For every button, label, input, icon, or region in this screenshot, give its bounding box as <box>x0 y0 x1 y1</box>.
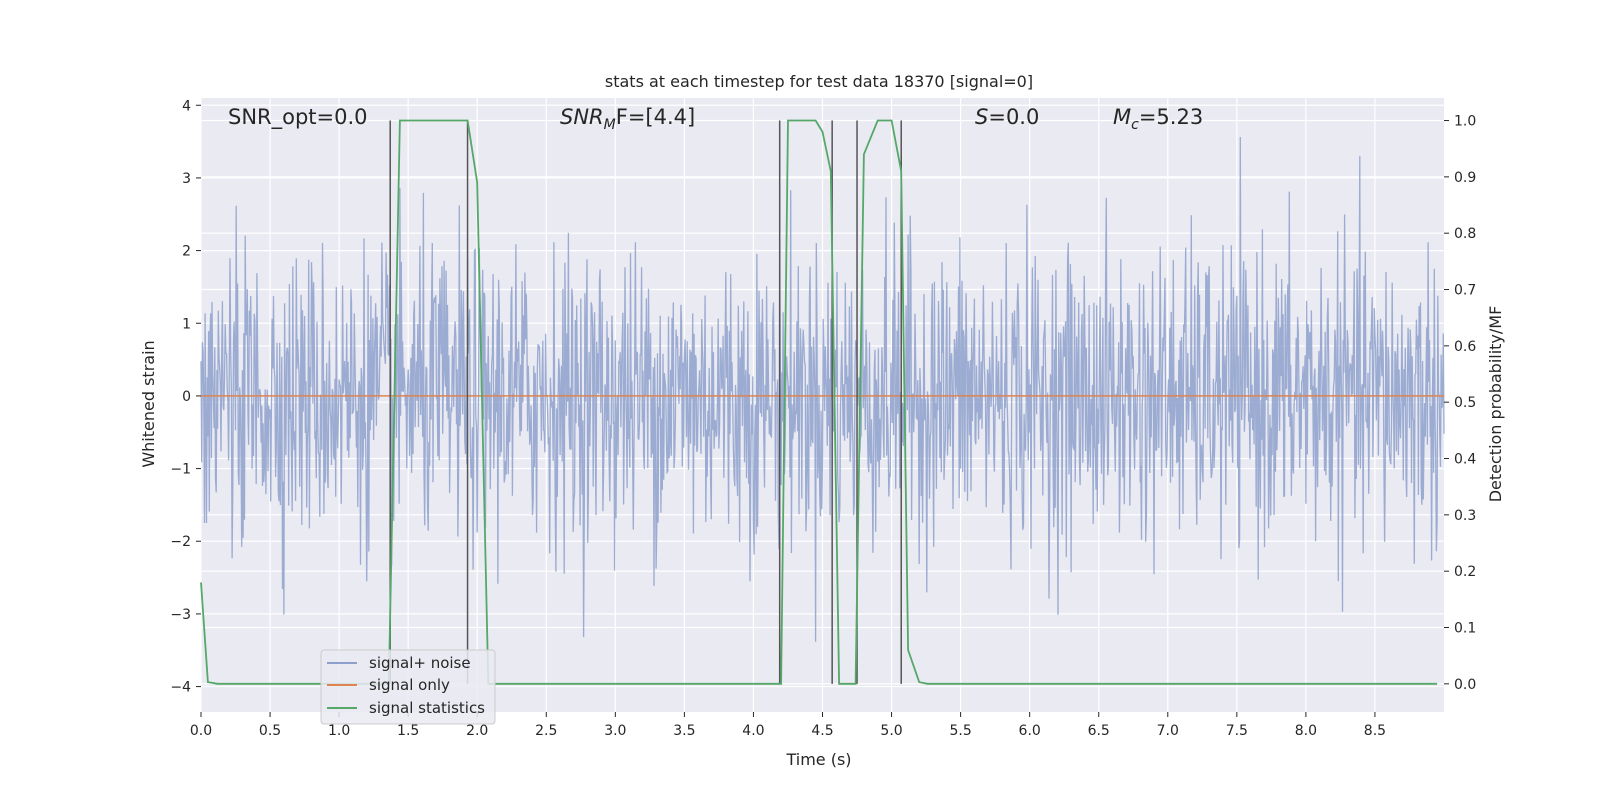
legend-box <box>320 649 496 725</box>
x-tick-label: 6.5 <box>1088 723 1110 739</box>
chart-title: stats at each timestep for test data 183… <box>605 72 1033 91</box>
x-tick-label: 4.0 <box>742 723 764 739</box>
y-left-tick-label: 1 <box>182 316 191 332</box>
y-right-tick-label: 0.8 <box>1454 226 1476 242</box>
annotation-snr-opt: SNR_opt=0.0 <box>228 105 368 130</box>
x-axis-ticks: 0.0 0.5 1.0 1.5 2.0 2.5 3.0 3.5 4.0 4.5 5.0 5.5 6.0 6… <box>190 712 1386 739</box>
x-tick-label: 7.5 <box>1226 723 1248 739</box>
x-tick-label: 5.5 <box>949 723 971 739</box>
y-left-tick-label: −4 <box>170 680 191 696</box>
series-signal-noise <box>200 136 1445 642</box>
x-tick-label: 2.0 <box>466 723 488 739</box>
x-tick-label: 4.5 <box>811 723 833 739</box>
series-signal-statistics <box>200 119 1438 685</box>
legend: signal+ noise signal only signal statist… <box>320 649 496 725</box>
y-right-tick-label: 0.1 <box>1454 621 1476 637</box>
y-left-tick-label: 2 <box>182 244 191 260</box>
legend-label-signal-statistics: signal statistics <box>369 699 485 717</box>
x-tick-label: 7.0 <box>1157 723 1179 739</box>
annotation-s: S=0.0 <box>975 105 1039 129</box>
y-right-tick-label: 0.2 <box>1454 564 1476 580</box>
legend-label-signal-only: signal only <box>369 676 450 694</box>
x-tick-label: 0.0 <box>190 723 212 739</box>
y-left-tick-label: 3 <box>182 171 191 187</box>
x-axis-label: Time (s) <box>785 750 851 769</box>
y-left-axis-label: Whitened strain <box>139 340 158 467</box>
x-tick-label: 3.5 <box>673 723 695 739</box>
y-right-tick-label: 0.4 <box>1454 452 1476 468</box>
x-tick-label: 2.5 <box>535 723 557 739</box>
y-right-tick-label: 0.6 <box>1454 339 1476 355</box>
x-tick-label: 8.5 <box>1364 723 1386 739</box>
y-left-tick-label: −2 <box>170 534 191 550</box>
y-right-axis-ticks: 1.0 0.9 0.8 0.7 0.6 0.5 0.4 0.3 0.2 0.1 0.0 <box>1444 114 1476 693</box>
y-right-axis-label: Detection probability/MF <box>1486 306 1505 503</box>
y-left-tick-label: −1 <box>170 462 191 478</box>
x-tick-label: 3.0 <box>604 723 626 739</box>
x-tick-label: 6.0 <box>1019 723 1041 739</box>
x-tick-label: 1.5 <box>397 723 419 739</box>
y-left-tick-label: −3 <box>170 607 191 623</box>
x-tick-label: 8.0 <box>1295 723 1317 739</box>
legend-label-signal-noise: signal+ noise <box>369 654 471 672</box>
noise-line <box>200 136 1445 642</box>
x-tick-label: 1.0 <box>328 723 350 739</box>
y-right-tick-label: 0.0 <box>1454 677 1476 693</box>
y-right-tick-label: 1.0 <box>1454 114 1476 130</box>
annotation-mc: Mc=5.23 <box>1113 105 1203 133</box>
y-right-tick-label: 0.7 <box>1454 283 1476 299</box>
y-right-tick-label: 0.9 <box>1454 170 1476 186</box>
signal-statistics-line <box>200 119 1438 685</box>
y-left-axis-ticks: 4 3 2 1 0 −1 −2 −3 −4 <box>170 98 201 696</box>
x-tick-label: 5.0 <box>880 723 902 739</box>
annotation-snr-mf: SNRMF=[4.4] <box>560 105 695 133</box>
y-left-tick-label: 0 <box>182 389 191 405</box>
y-right-tick-label: 0.3 <box>1454 508 1476 524</box>
x-tick-label: 0.5 <box>259 723 281 739</box>
y-right-tick-label: 0.5 <box>1454 395 1476 411</box>
y-left-tick-label: 4 <box>182 98 191 114</box>
